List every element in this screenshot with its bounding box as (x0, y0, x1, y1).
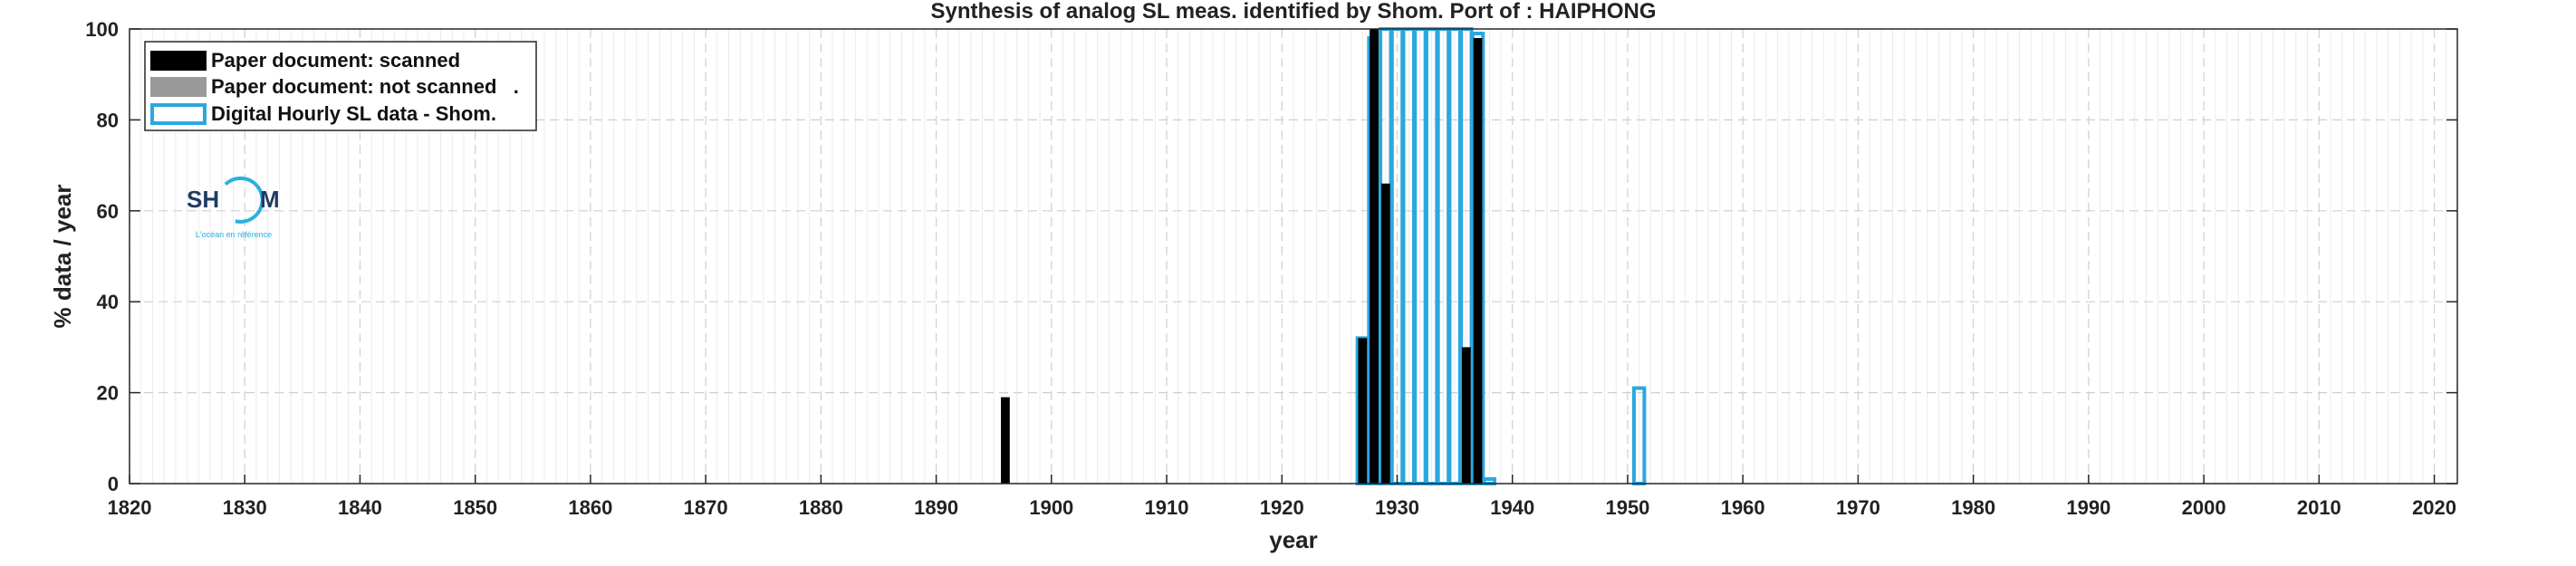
legend-swatch-digital (150, 103, 207, 125)
paper-scanned-bar (1370, 29, 1379, 484)
x-tick-label: 1830 (223, 496, 267, 519)
x-tick-label: 1980 (1951, 496, 1995, 519)
logo-tagline: L'océan en référence (196, 230, 272, 239)
legend-label-scanned: Paper document: scanned (211, 49, 460, 72)
y-tick-label: 40 (97, 291, 119, 313)
x-tick-label: 1970 (1836, 496, 1880, 519)
shom-logo: SH M L'océan en référence (187, 176, 280, 239)
x-tick-label: 1950 (1605, 496, 1649, 519)
y-tick-label: 0 (108, 473, 119, 495)
x-tick-label: 1890 (914, 496, 958, 519)
x-tick-label: 1940 (1490, 496, 1534, 519)
x-tick-label: 1900 (1029, 496, 1073, 519)
minor-grid (140, 29, 2458, 484)
ticks-layer (129, 28, 2457, 484)
y-tick-label: 20 (97, 382, 119, 405)
legend-swatch-scanned (150, 51, 207, 71)
logo-text-right: M (260, 186, 280, 213)
x-tick-label: 1930 (1375, 496, 1419, 519)
chart-title: Synthesis of analog SL meas. identified … (931, 0, 1657, 24)
x-tick-label: 1870 (684, 496, 728, 519)
paper-scanned-bar (1358, 338, 1368, 484)
y-tick-label: 60 (97, 200, 119, 223)
x-tick-label: 2000 (2182, 496, 2226, 519)
x-tick-label: 1960 (1721, 496, 1765, 519)
logo-text-left: SH (187, 186, 219, 213)
paper-scanned-bar (1473, 38, 1483, 484)
y-tick-label: 80 (97, 109, 119, 131)
x-tick-label: 1910 (1145, 496, 1189, 519)
paper-scanned-bar (1461, 347, 1471, 484)
tick-labels: 1820 1830 1840 1850 1860 1870 1880 1890 1900 1910… (85, 18, 2456, 519)
legend-label-digital: Digital Hourly SL data - Shom. (211, 102, 496, 125)
x-tick-label: 1840 (338, 496, 382, 519)
paper-scanned-bar (1001, 397, 1010, 484)
x-tick-label: 2010 (2297, 496, 2341, 519)
x-tick-label: 1990 (2066, 496, 2110, 519)
x-tick-label: 1820 (108, 496, 152, 519)
legend-label-not-scanned: Paper document: not scanned . (211, 75, 519, 98)
legend: Paper document: scanned Paper document: … (144, 41, 537, 131)
legend-swatch-not-scanned (150, 77, 207, 97)
y-tick-label: 100 (85, 18, 119, 41)
y-axis-title: % data / year (49, 185, 76, 329)
x-tick-label: 1860 (568, 496, 612, 519)
x-tick-label: 1850 (453, 496, 497, 519)
paper-scanned-bar (1380, 183, 1390, 484)
x-axis-title: year (1269, 526, 1318, 553)
x-tick-label: 1880 (799, 496, 843, 519)
legend-box (144, 41, 537, 131)
logo-wave-ring (224, 176, 264, 224)
x-tick-label: 1920 (1260, 496, 1304, 519)
plot-frame (129, 28, 2458, 484)
x-tick-label: 2020 (2412, 496, 2456, 519)
